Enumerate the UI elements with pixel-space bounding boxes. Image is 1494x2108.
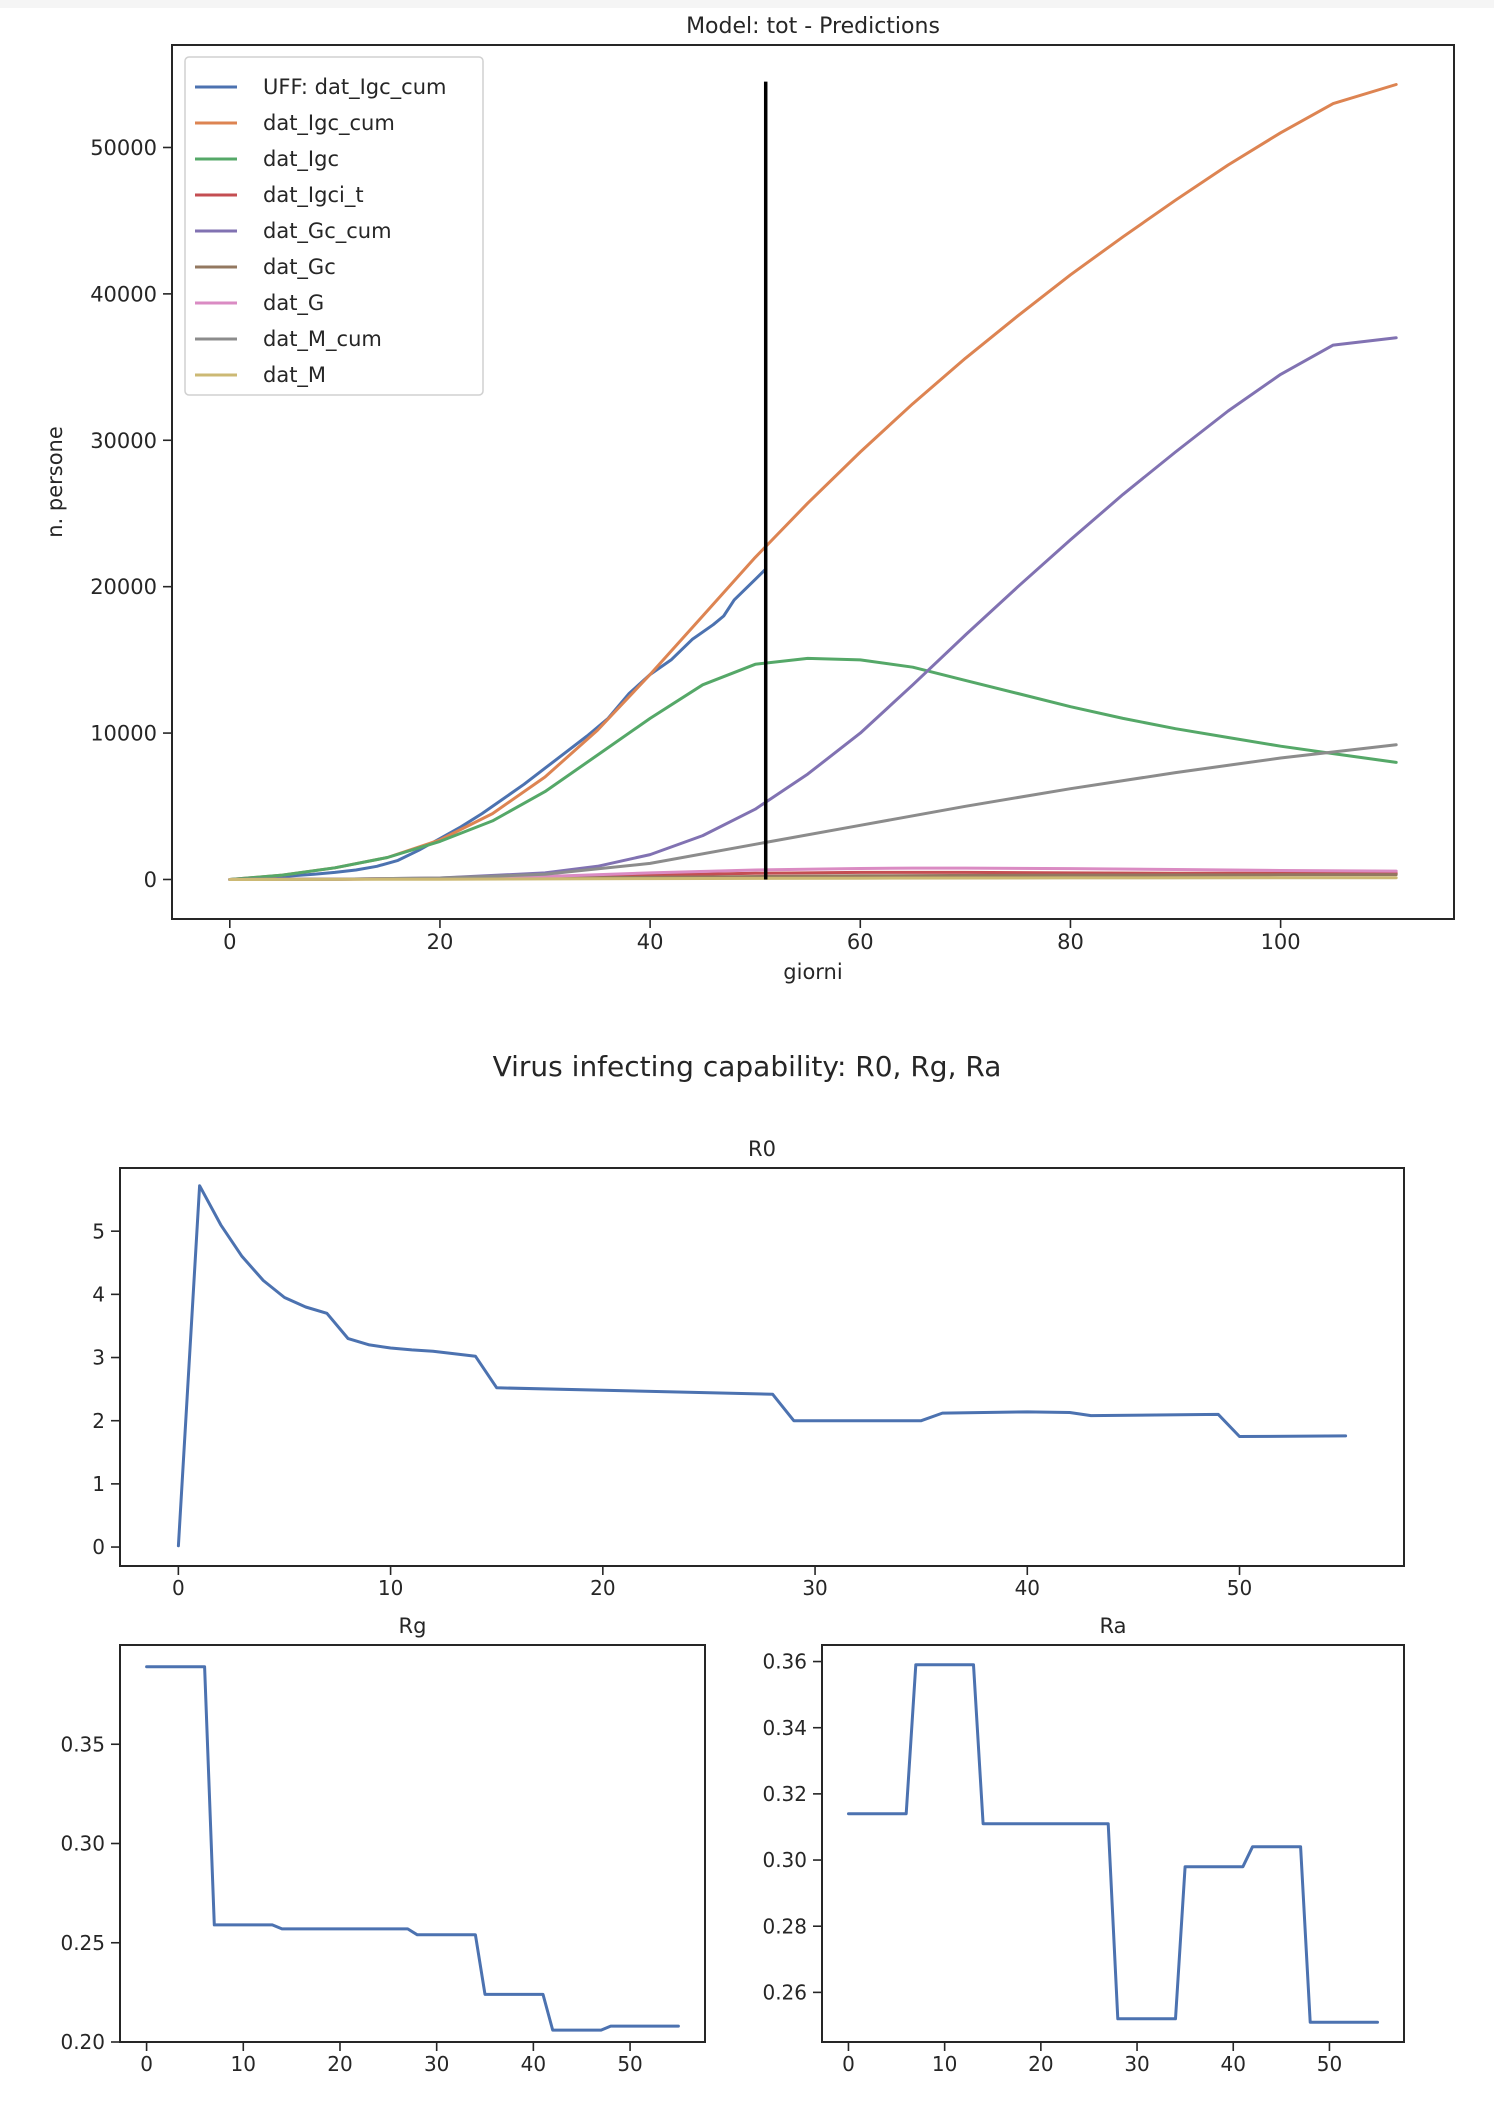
legend: UFF: dat_Igc_cum dat_Igc_cum dat_Igc dat_Ig… [184, 56, 484, 396]
y-tick-label: 3 [92, 1346, 105, 1370]
chart-ra: Ra 0 10 20 30 40 50 0.26 0.28 0.30 0.32 0.34 0.36 [762, 1614, 1405, 2076]
series-line-uff-dat-igc-cum [228, 567, 768, 881]
x-tick-label: 50 [1227, 1576, 1252, 1600]
y-tick-label: 20000 [90, 575, 157, 599]
y-tick-label: 30000 [90, 429, 157, 453]
chart-r0: R0 0 10 20 30 40 50 0 1 2 3 4 5 [92, 1137, 1405, 1600]
x-tick-label: 20 [327, 2052, 352, 2076]
y-tick-label: 0.26 [762, 1981, 807, 2005]
legend-label: dat_G [263, 291, 324, 316]
notebook-top-strip [0, 0, 1494, 8]
x-tick-label: 40 [1015, 1576, 1040, 1600]
chart-predictions: Model: tot - Predictions 0 20 40 60 80 100 0 100… [43, 14, 1455, 984]
x-tick-label: 100 [1261, 930, 1301, 954]
chart-title: R0 [748, 1137, 776, 1161]
x-tick-label: 30 [802, 1576, 827, 1600]
x-tick-label: 80 [1057, 930, 1084, 954]
axes-frame [171, 44, 1455, 920]
y-tick-label: 1 [92, 1472, 105, 1496]
y-tick-label: 50000 [90, 136, 157, 160]
axes-frame [119, 1167, 1405, 1567]
legend-label: dat_Gc [263, 255, 336, 280]
x-tick-label: 40 [637, 930, 664, 954]
x-tick-label: 50 [1317, 2052, 1342, 2076]
series-line-ra [847, 1663, 1379, 2024]
x-tick-label: 10 [378, 1576, 403, 1600]
x-tick-label: 60 [847, 930, 874, 954]
y-tick-label: 0.30 [762, 1848, 807, 1872]
series-line-r0 [176, 1184, 1348, 1548]
series-line-dat-gc-cum [228, 336, 1398, 881]
y-tick-label: 0.36 [762, 1650, 807, 1674]
x-tick-label: 0 [223, 930, 236, 954]
y-tick-label: 0.35 [60, 1732, 105, 1756]
figure-suptitle: Virus infecting capability: R0, Rg, Ra [493, 1050, 1002, 1083]
y-tick-label: 10000 [90, 722, 157, 746]
x-tick-label: 0 [140, 2052, 153, 2076]
y-tick-label: 2 [92, 1409, 105, 1433]
y-tick-label: 0 [92, 1535, 105, 1559]
y-tick-label: 0.28 [762, 1914, 807, 1938]
y-tick-label: 0.34 [762, 1716, 807, 1740]
axes-frame [821, 1644, 1405, 2043]
x-tick-label: 0 [842, 2052, 855, 2076]
y-tick-label: 5 [92, 1219, 105, 1243]
y-tick-label: 0.20 [60, 2030, 105, 2054]
legend-label: dat_Gc_cum [263, 219, 392, 244]
x-tick-label: 20 [590, 1576, 615, 1600]
legend-label: UFF: dat_Igc_cum [263, 75, 446, 100]
x-tick-label: 0 [172, 1576, 185, 1600]
series-line-dat-m [228, 876, 1398, 881]
x-tick-label: 20 [427, 930, 454, 954]
chart-title: Rg [399, 1614, 427, 1638]
plot-area [145, 1665, 680, 2032]
axes-frame [119, 1644, 706, 2043]
plot-area [847, 1663, 1379, 2024]
legend-label: dat_M_cum [263, 327, 382, 352]
legend-label: dat_Igc [263, 147, 339, 172]
chart-title: Ra [1100, 1614, 1127, 1638]
x-tick-label: 10 [231, 2052, 256, 2076]
y-axis-label: n. persone [43, 426, 67, 538]
x-axis-label: giorni [783, 960, 842, 984]
series-line-dat-m-cum [228, 743, 1398, 881]
y-tick-label: 4 [92, 1283, 105, 1307]
y-tick-label: 0 [144, 868, 157, 892]
legend-label: dat_Igc_cum [263, 111, 395, 136]
series-line-rg [145, 1665, 680, 2032]
y-tick-label: 0.30 [60, 1832, 105, 1856]
x-tick-label: 40 [1221, 2052, 1246, 2076]
legend-label: dat_M [263, 363, 326, 388]
y-tick-label: 40000 [90, 282, 157, 306]
plot-area [176, 1184, 1348, 1548]
chart-title: Model: tot - Predictions [686, 14, 940, 39]
x-tick-label: 50 [617, 2052, 642, 2076]
legend-label: dat_Igci_t [263, 183, 364, 208]
x-tick-label: 10 [932, 2052, 957, 2076]
x-tick-label: 30 [424, 2052, 449, 2076]
chart-rg: Rg 0 10 20 30 40 50 0.20 0.25 0.30 0.35 [60, 1614, 706, 2076]
x-tick-label: 20 [1028, 2052, 1053, 2076]
legend-box [184, 56, 484, 396]
x-tick-label: 40 [521, 2052, 546, 2076]
plot-area [228, 83, 1398, 881]
x-tick-label: 30 [1124, 2052, 1149, 2076]
series-line-dat-igc [228, 656, 1398, 881]
y-tick-label: 0.25 [60, 1931, 105, 1955]
y-tick-label: 0.32 [762, 1782, 807, 1806]
